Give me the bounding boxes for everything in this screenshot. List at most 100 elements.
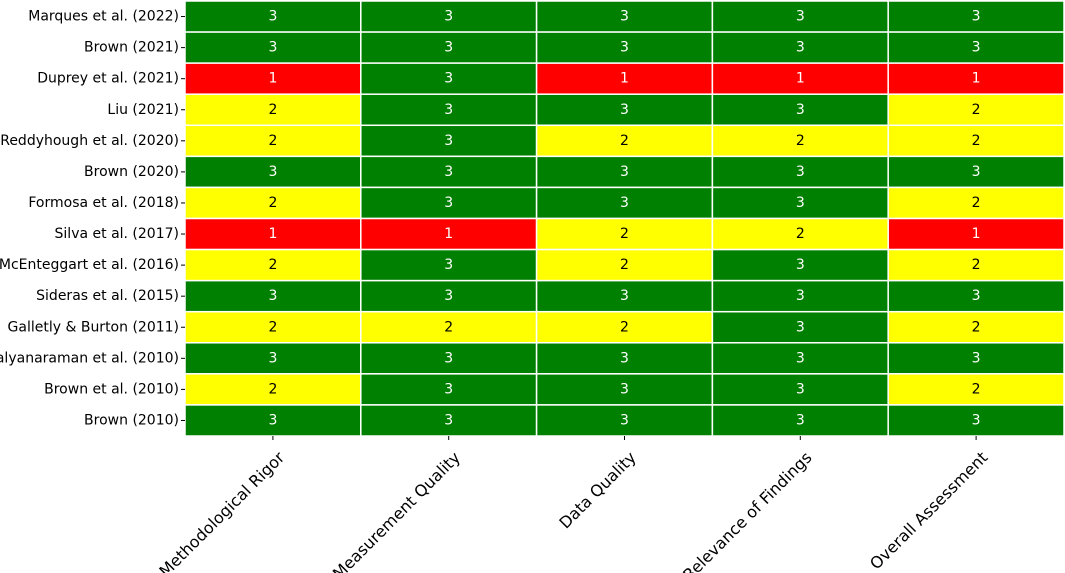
heatmap-cell [711,404,889,437]
cell-value-label: 2 [972,319,981,335]
cell-value-label: 3 [620,195,629,211]
cell-value-label: 3 [620,350,629,366]
row-label-mcenteggart-et-al-2016: McEnteggart et al. (2016) [0,257,179,273]
row-label-brown-2021: Brown (2021) [84,40,179,56]
heatmap-cell [711,279,889,313]
heatmap-cell [887,155,1065,189]
cell-value-label: 2 [972,102,981,118]
heatmap-cell [535,310,714,344]
heatmap-cell [535,155,714,189]
heatmap-cell [711,310,889,344]
cell-value-label: 3 [444,350,453,366]
heatmap-cell [184,342,362,375]
cell-value-label: 2 [444,319,453,335]
heatmap-cell [184,279,362,313]
heatmap-cell [887,31,1065,64]
cell-value-label: 3 [444,164,453,180]
cell-value-label: 3 [620,412,629,428]
cell-value-label: 3 [444,40,453,56]
heatmap-cell [360,217,538,251]
cell-value-label: 1 [972,226,981,242]
cell-value-label: 3 [620,288,629,304]
cell-value-label: 1 [268,226,277,242]
heatmap-cell [887,404,1065,437]
cell-value-label: 2 [268,102,277,118]
heatmap-cell [360,279,538,313]
cell-value-label: 2 [620,133,629,149]
heatmap-cell [887,279,1065,313]
cell-value-label: 2 [972,195,981,211]
cell-value-label: 3 [620,40,629,56]
cell-value-label: 3 [796,412,805,428]
row-labels: Marques et al. (2022) Brown (2021) Duprey … [0,9,185,428]
cell-value-label: 3 [796,40,805,56]
row-label-sideras-et-al-2015: Sideras et al. (2015) [36,288,179,304]
heatmap-cell [711,342,889,375]
cell-value-label: 3 [972,164,981,180]
heatmap-cell [184,310,362,344]
heatmap-cell [360,93,538,127]
cell-value-label: 1 [444,226,453,242]
cell-value-label: 3 [268,40,277,56]
cell-value-label: 2 [972,381,981,397]
heatmap-cell [535,279,714,313]
cell-value-label: 3 [268,9,277,25]
cell-value-label: 1 [268,71,277,87]
heatmap-cell [887,93,1065,127]
cell-value-label: 3 [620,9,629,25]
heatmap-cell [887,373,1065,406]
cell-value-label: 2 [268,381,277,397]
row-label-brown-2020: Brown (2020) [84,164,179,180]
heatmap-cell [360,155,538,189]
heatmap-cell [535,124,714,158]
cell-value-label: 2 [796,226,805,242]
cell-value-label: 2 [620,226,629,242]
row-label-liu-2021: Liu (2021) [107,102,179,118]
cell-value-label: 3 [444,9,453,25]
column-label-methodological-rigor: Methodological Rigor [155,448,288,573]
row-label-brown-et-al-2010: Brown et al. (2010) [44,381,179,397]
heatmap-cell [887,248,1065,282]
row-label-silva-et-al-2017: Silva et al. (2017) [55,226,179,242]
cell-value-label: 2 [620,319,629,335]
cell-value-label: 3 [796,288,805,304]
row-label-duprey-et-al-2021: Duprey et al. (2021) [37,71,179,87]
row-label-brown-2010: Brown (2010) [84,412,179,428]
heatmap-cell [360,248,538,282]
cell-value-label: 3 [444,381,453,397]
cell-value-label: 3 [972,412,981,428]
cell-value-label: 2 [268,195,277,211]
heatmap-cell [711,93,889,127]
column-label-measurement-quality: Measurement Quality [329,448,464,573]
heatmap-cell [360,62,538,95]
heatmap-cell [360,0,538,33]
cell-value-label: 3 [972,350,981,366]
cell-value-label: 3 [796,102,805,118]
cell-value-label: 2 [972,257,981,273]
cell-value-label: 3 [796,381,805,397]
cell-value-label: 3 [268,350,277,366]
cell-value-label: 3 [796,350,805,366]
heatmap-cell [360,124,538,158]
cell-value-label: 3 [268,288,277,304]
heatmap-cell [711,373,889,406]
cell-value-label: 1 [620,71,629,87]
heatmap-cell [887,310,1065,344]
heatmap-cell [711,155,889,189]
cell-value-label: 3 [444,412,453,428]
cell-value-label: 3 [444,195,453,211]
heatmap-cell [535,404,714,437]
cell-value-label: 3 [268,164,277,180]
column-label-data-quality: Data Quality [555,448,639,532]
cell-value-label: 2 [620,257,629,273]
cell-value-label: 3 [444,288,453,304]
column-labels: Methodological Rigor Measurement Quality D… [155,436,991,573]
cell-value-label: 2 [796,133,805,149]
cell-value-label: 2 [972,133,981,149]
row-label-galletly-burton-2011: Galletly & Burton (2011) [8,319,179,335]
column-label-relevance-of-findings: Relevance of Findings [679,448,816,573]
heatmap-cell [184,404,362,437]
heatmap-cells: 3 3 3 3 3 3 3 3 3 3 1 3 1 1 1 2 3 3 3 2 2 3 2 2 2 3 3 3 3 3 2 3 3 3 2 1 1 2 2 1… [184,0,1065,437]
cell-value-label: 2 [268,319,277,335]
cell-value-label: 3 [972,9,981,25]
